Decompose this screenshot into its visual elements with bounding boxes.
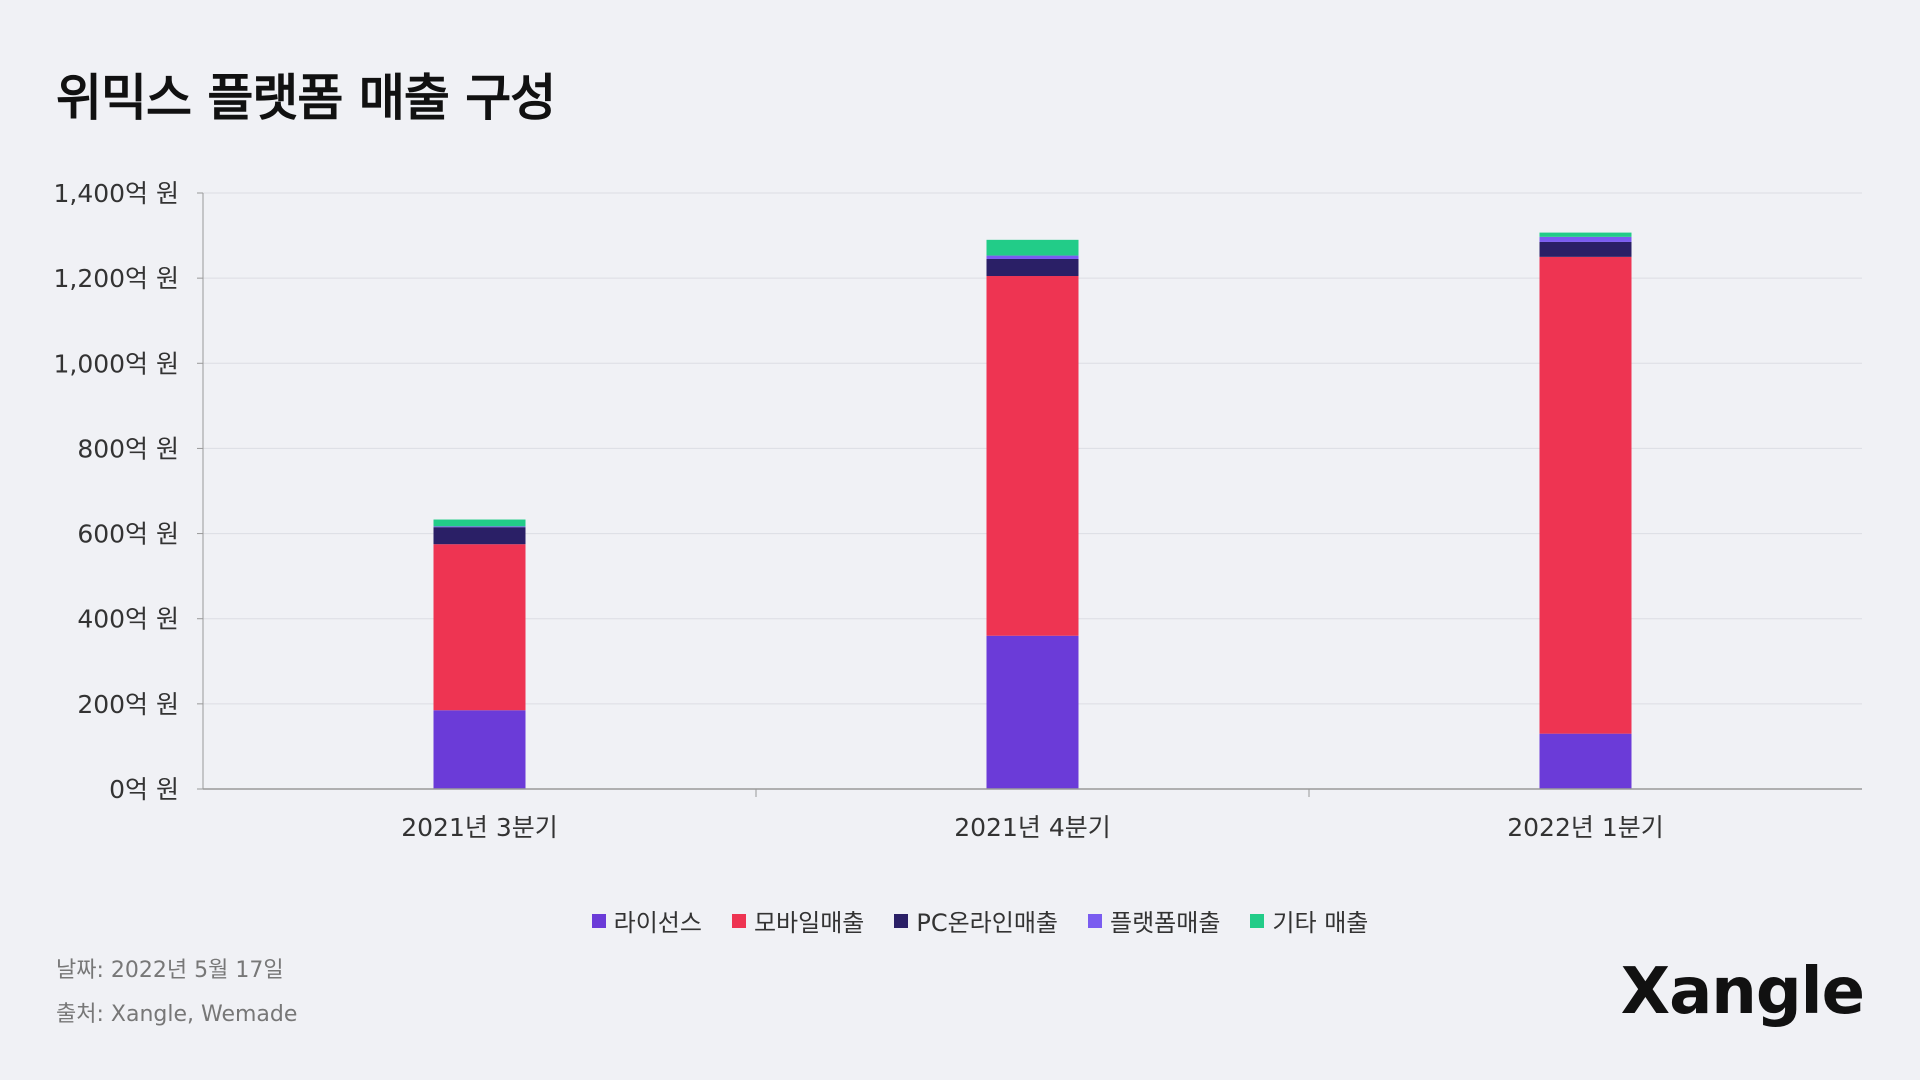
legend-swatch [591,913,606,928]
bar-segment-0-1 [986,635,1079,789]
legend-item: 플랫폼매출 [1088,903,1220,938]
bar-segment-1-1 [986,276,1079,636]
y-tick-label: 1,400억 원 [53,179,179,208]
legend-label: 기타 매출 [1272,909,1369,937]
bar-segment-0-2 [1539,733,1632,789]
legend-swatch [894,913,909,928]
legend-swatch [1250,913,1265,928]
xangle-logo: Xangle [1620,955,1865,1029]
y-tick-label: 1,000억 원 [53,349,179,378]
bar-segment-2-1 [986,258,1079,277]
bar-segment-1-2 [1539,256,1632,734]
y-tick-label: 400억 원 [77,605,179,634]
bar-segment-0-0 [433,710,526,789]
x-tick-label: 2021년 3분기 [401,813,557,842]
y-tick-label: 600억 원 [77,520,179,549]
x-axis: 2021년 3분기 2021년 4분기 2022년 1분기 [203,788,1862,842]
source-label: 출처: Xangle, Wemade [56,1002,298,1027]
bar-segment-1-0 [433,544,526,711]
y-tick-label: 200억 원 [77,690,179,719]
y-axis: 0억 원 200억 원 400억 원 600억 원 800억 원 1,000억 원 1,20… [53,179,204,804]
legend-label: 라이선스 [613,909,702,937]
legend-swatch [1088,913,1102,928]
legend-item: 기타 매출 [1250,903,1368,938]
legend-swatch [731,913,746,928]
stacked-bar-chart: 0억 원 200억 원 400억 원 600억 원 800억 원 1,000억 원 1,20… [53,179,1862,842]
date-label: 날짜: 2022년 5월 17일 [56,958,284,983]
legend-item: 라이선스 [591,903,702,938]
bar-segment-3-2 [1539,236,1632,242]
bar-segment-4-2 [1539,232,1632,237]
x-tick-label: 2022년 1분기 [1507,813,1663,842]
legend-item: 모바일매출 [731,903,865,938]
x-tick-label: 2021년 4분기 [954,813,1110,842]
chart-title: 위믹스 플랫폼 매출 구성 [56,69,556,127]
y-tick-label: 800억 원 [77,434,179,463]
bar-segment-3-0 [433,526,526,528]
bar-segment-2-2 [1539,241,1632,257]
legend-label: PC온라인매출 [916,909,1058,937]
legend-label: 플랫폼매출 [1110,909,1221,937]
bar-segment-2-0 [433,527,526,545]
legend-label: 모바일매출 [753,909,865,937]
legend-item: PC온라인매출 [894,903,1058,938]
bar-segment-3-1 [986,255,1079,259]
bar-segment-4-0 [433,519,526,527]
bar-stacks [433,232,1632,789]
y-tick-label: 0억 원 [109,775,179,804]
bar-segment-4-1 [986,239,1079,256]
y-tick-label: 1,200억 원 [53,264,179,293]
legend: 라이선스 모바일매출 PC온라인매출 플랫폼매출 기타 매출 [0,903,1920,938]
